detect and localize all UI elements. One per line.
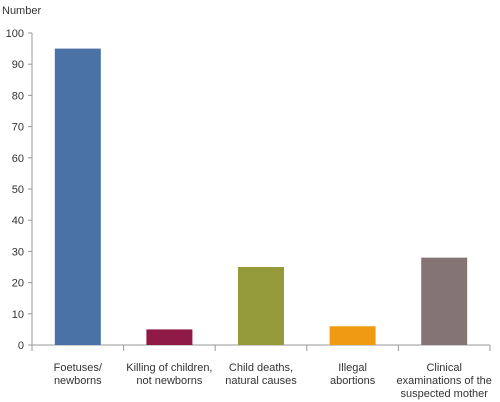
x-tick-label: Clinical — [426, 362, 461, 374]
y-axis-label: Number — [2, 5, 41, 17]
y-tick-label: 0 — [18, 340, 24, 352]
x-tick-label: natural causes — [225, 375, 297, 387]
bar — [329, 326, 376, 345]
y-tick-label: 20 — [12, 278, 24, 290]
y-tick-label: 100 — [6, 28, 24, 40]
y-tick-label: 80 — [12, 90, 24, 102]
x-tick-label: abortions — [330, 375, 376, 387]
x-tick-label: Child deaths, — [229, 362, 293, 374]
y-tick-label: 10 — [12, 309, 24, 321]
x-tick-label: suspected mother — [400, 388, 488, 400]
y-tick-label: 90 — [12, 59, 24, 71]
bar — [238, 267, 284, 345]
bars — [54, 48, 468, 345]
x-tick-label: examinations of the — [397, 375, 492, 387]
y-tick-label: 40 — [12, 215, 24, 227]
y-ticks: 0 10 20 30 40 50 60 70 80 90 100 — [6, 28, 32, 352]
x-tick-label: not newborns — [136, 375, 203, 387]
y-tick-label: 50 — [12, 184, 24, 196]
y-tick-label: 30 — [12, 246, 24, 258]
bar — [421, 257, 468, 345]
bar — [146, 329, 193, 345]
x-tick-label: Illegal — [338, 362, 367, 374]
x-tick-label: Killing of children, — [126, 362, 212, 374]
y-tick-label: 60 — [12, 153, 24, 165]
bar — [54, 48, 101, 345]
y-tick-label: 70 — [12, 122, 24, 134]
x-tick-label: newborns — [54, 375, 102, 387]
x-tick-labels: Foetuses/newborns Killing of children,not… — [54, 362, 492, 400]
x-tick-label: Foetuses/ — [54, 362, 103, 374]
